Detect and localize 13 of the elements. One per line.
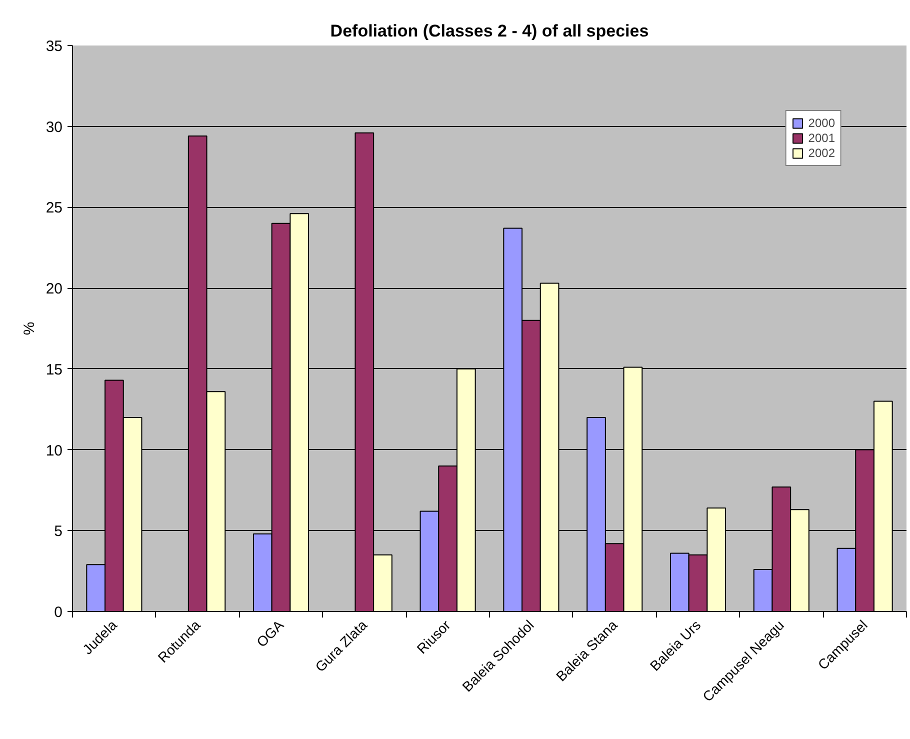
- y-tick-label: 35: [46, 38, 63, 55]
- y-tick-label: 5: [54, 523, 62, 540]
- legend-label: 2001: [808, 131, 835, 145]
- legend-label: 2000: [808, 116, 835, 130]
- y-tick-label: 10: [46, 442, 63, 460]
- y-tick-label: 25: [46, 200, 63, 217]
- y-axis-title: %: [20, 322, 38, 336]
- y-tick-label: 20: [46, 280, 63, 298]
- y-tick-label: 0: [54, 604, 62, 621]
- y-tick-label: 15: [46, 361, 63, 378]
- y-tick-label: 30: [46, 118, 63, 136]
- legend-label: 2002: [808, 146, 835, 160]
- chart-title: Defoliation (Classes 2 - 4) of all species: [330, 22, 649, 40]
